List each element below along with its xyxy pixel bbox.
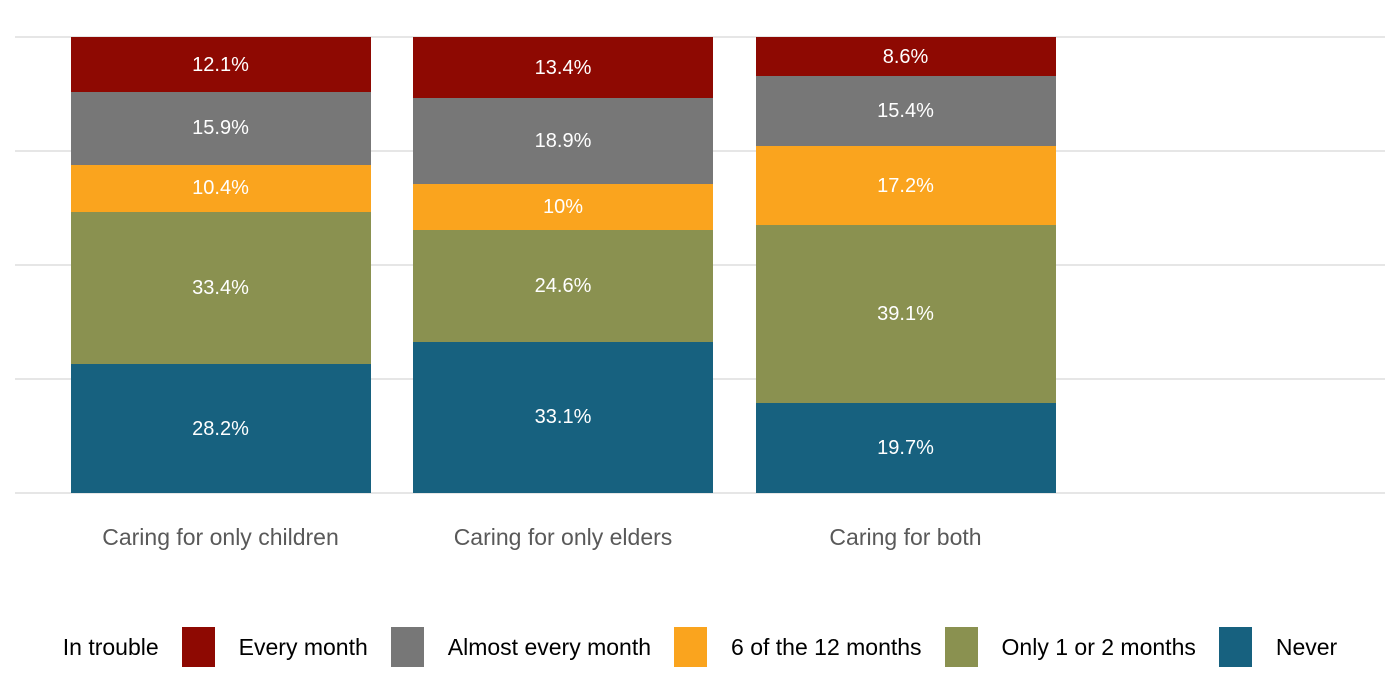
legend-items: Every month Almost every month 6 of the 12… [181, 627, 1338, 667]
bar-segment-value-label: 12.1% [192, 53, 249, 76]
legend-title: In trouble [62, 633, 159, 660]
legend-label-never: Never [1275, 633, 1338, 660]
bar-segment-almost-every-month: 15.4% [755, 76, 1056, 147]
bar-segment-value-label: 15.9% [192, 117, 249, 140]
legend-swatch-only-1-or-2-months [944, 627, 978, 667]
legend-label-every-month: Every month [238, 633, 368, 660]
bar-segment-every-month: 13.4% [413, 37, 713, 99]
bar-segment-only-1-or-2-months: 33.4% [70, 212, 371, 365]
legend-item-almost-every-month: Almost every month [390, 627, 652, 667]
bar-segment-value-label: 24.6% [534, 274, 592, 297]
bar-segment-value-label: 17.2% [877, 174, 934, 197]
bar-segment-value-label: 10.4% [192, 177, 249, 200]
bar-segment-value-label: 8.6% [882, 45, 929, 68]
bar-segment-every-month: 12.1% [70, 37, 371, 93]
bar-segment-value-label: 33.1% [534, 406, 592, 429]
bar-segment-6-of-the-12-months: 10% [413, 184, 713, 230]
bar-segment-every-month: 8.6% [755, 37, 1056, 77]
bar-segment-never: 33.1% [413, 342, 713, 493]
bar-segment-value-label: 10% [542, 196, 584, 219]
bar-segment-almost-every-month: 18.9% [413, 98, 713, 185]
legend-swatch-every-month [181, 627, 215, 667]
bar-segment-never: 28.2% [70, 364, 371, 493]
x-axis-label-caring-for-only-elders: Caring for only elders [453, 524, 673, 550]
bar-segment-value-label: 15.4% [877, 100, 934, 123]
bar-segment-6-of-the-12-months: 17.2% [755, 146, 1056, 225]
plot-area: 12.1% 15.9% 10.4% 33.4% 28.2% 13.4% 18.9% 10% 24… [15, 36, 1385, 494]
legend-label-almost-every-month: Almost every month [447, 633, 652, 660]
legend-item-6-of-the-12-months: 6 of the 12 months [674, 627, 922, 667]
legend-swatch-never [1218, 627, 1252, 667]
bar-segment-value-label: 39.1% [877, 302, 934, 325]
x-axis-label-caring-for-both: Caring for both [829, 524, 982, 550]
bar-segment-almost-every-month: 15.9% [70, 92, 371, 165]
gridline-0 [15, 492, 1385, 494]
legend-item-never: Never [1218, 627, 1338, 667]
legend-label-only-1-or-2-months: Only 1 or 2 months [1001, 633, 1196, 660]
bar-segment-value-label: 18.9% [534, 130, 592, 153]
bar-segment-only-1-or-2-months: 24.6% [413, 229, 713, 343]
bar-caring-for-only-children: 12.1% 15.9% 10.4% 33.4% 28.2% [70, 37, 371, 493]
bar-segment-only-1-or-2-months: 39.1% [755, 224, 1056, 404]
legend-swatch-almost-every-month [390, 627, 424, 667]
bar-segment-never: 19.7% [755, 403, 1056, 493]
x-axis-label-caring-for-only-children: Caring for only children [102, 524, 339, 550]
legend-label-6-of-the-12-months: 6 of the 12 months [731, 633, 922, 660]
bar-segment-value-label: 13.4% [534, 56, 592, 79]
bar-segment-6-of-the-12-months: 10.4% [70, 164, 371, 213]
legend-swatch-6-of-the-12-months [674, 627, 708, 667]
x-axis: Caring for only children Caring for only … [15, 524, 1385, 554]
bar-segment-value-label: 28.2% [192, 417, 249, 440]
bar-segment-value-label: 19.7% [877, 437, 934, 460]
legend: In trouble Every month Almost every month… [0, 627, 1400, 667]
legend-item-every-month: Every month [181, 627, 368, 667]
legend-item-only-1-or-2-months: Only 1 or 2 months [944, 627, 1196, 667]
bar-segment-value-label: 33.4% [192, 277, 249, 300]
bar-caring-for-both: 8.6% 15.4% 17.2% 39.1% 19.7% [755, 37, 1056, 493]
bar-caring-for-only-elders: 13.4% 18.9% 10% 24.6% 33.1% [413, 37, 713, 493]
